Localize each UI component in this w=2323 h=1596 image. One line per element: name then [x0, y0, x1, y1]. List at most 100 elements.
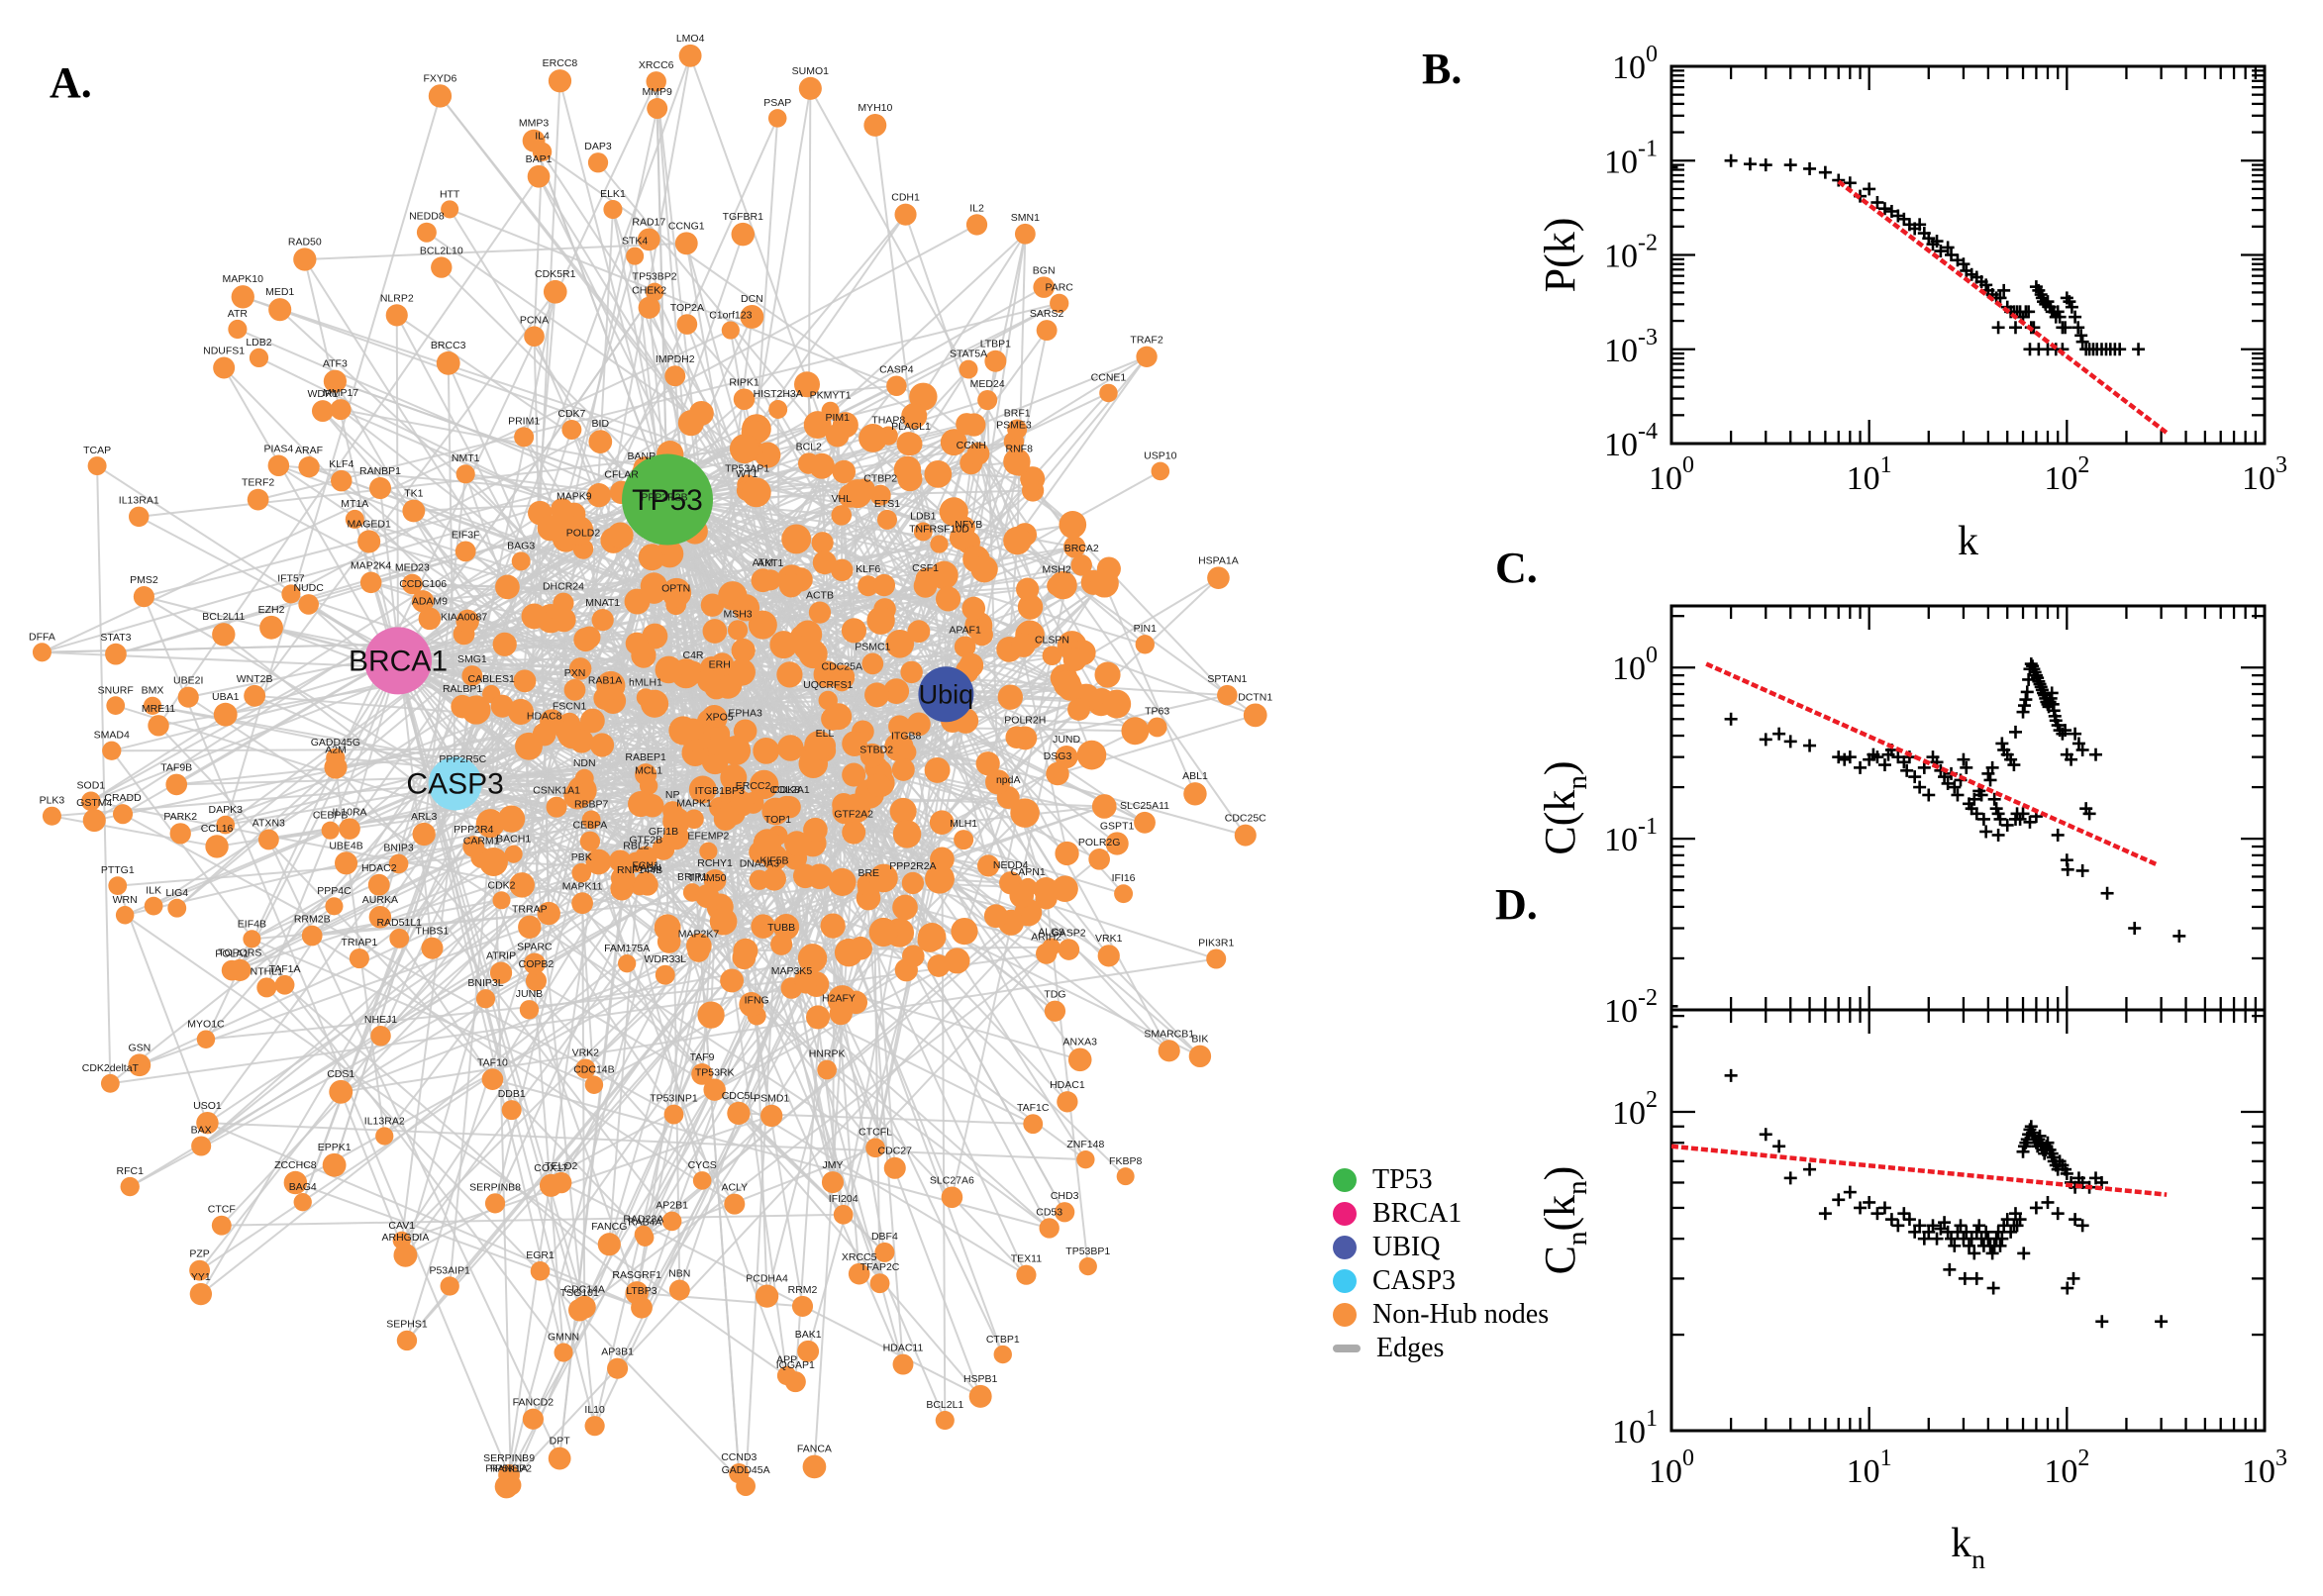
svg-text:PCNA: PCNA: [520, 314, 549, 326]
svg-text:PIP5K1A: PIP5K1A: [485, 1463, 528, 1475]
svg-text:TAF9B: TAF9B: [160, 762, 192, 774]
svg-text:VASN: VASN: [634, 862, 661, 874]
svg-text:STAT5A: STAT5A: [950, 349, 987, 360]
svg-text:ANXA3: ANXA3: [1062, 1037, 1097, 1048]
svg-text:PMS2: PMS2: [130, 574, 158, 586]
svg-text:AKT1: AKT1: [758, 557, 783, 569]
legend-label: Edges: [1376, 1332, 1445, 1363]
svg-text:RAD50: RAD50: [288, 236, 322, 248]
svg-text:GSTM4: GSTM4: [76, 797, 112, 809]
legend-item-tp53: TP53: [1333, 1163, 1549, 1195]
svg-text:P(k): P(k): [1536, 218, 1584, 293]
svg-text:ALG9: ALG9: [1038, 926, 1064, 938]
svg-text:RAD51L1: RAD51L1: [376, 917, 422, 929]
svg-text:TAF9: TAF9: [690, 1051, 715, 1063]
svg-text:NDN: NDN: [573, 757, 596, 769]
svg-text:CRADD: CRADD: [104, 792, 142, 804]
svg-text:EIF3F: EIF3F: [452, 530, 480, 542]
svg-text:FCN1: FCN1: [632, 859, 659, 871]
svg-text:SNURF: SNURF: [98, 684, 134, 696]
svg-text:BANP: BANP: [628, 450, 656, 462]
svg-text:NHEJ1: NHEJ1: [364, 1014, 397, 1026]
svg-text:HIST2H3A: HIST2H3A: [754, 388, 803, 400]
svg-text:10-2: 10-2: [1604, 231, 1658, 275]
svg-text:PLK3: PLK3: [40, 795, 65, 807]
svg-text:100: 100: [1612, 42, 1658, 86]
svg-text:EGR1: EGR1: [526, 1249, 555, 1261]
svg-text:RALBP1: RALBP1: [443, 683, 482, 695]
svg-text:UBE4B: UBE4B: [329, 840, 362, 851]
scatter-points: [1671, 657, 2186, 1010]
svg-text:PIAS4: PIAS4: [263, 444, 293, 455]
svg-text:BRCC3: BRCC3: [431, 340, 466, 351]
svg-text:ATXN3: ATXN3: [252, 818, 285, 830]
svg-text:CD53: CD53: [1036, 1206, 1062, 1218]
svg-text:IL10: IL10: [584, 1404, 605, 1416]
svg-text:k: k: [1958, 519, 1978, 564]
svg-text:POLR2H: POLR2H: [1004, 714, 1046, 726]
svg-text:BAX: BAX: [191, 1124, 212, 1136]
svg-text:NTHL1: NTHL1: [251, 965, 283, 977]
svg-text:MMP9: MMP9: [643, 86, 672, 98]
svg-text:STK4: STK4: [622, 236, 648, 248]
svg-text:LMO4: LMO4: [676, 33, 705, 45]
svg-text:DBF4: DBF4: [871, 1231, 898, 1243]
svg-text:SOD1: SOD1: [77, 780, 106, 792]
svg-text:MAPK9: MAPK9: [556, 491, 592, 503]
svg-text:KIAA0087: KIAA0087: [441, 611, 487, 623]
legend-item-nonhub: Non-Hub nodes: [1333, 1300, 1549, 1328]
svg-text:APP: APP: [776, 1354, 797, 1366]
svg-text:ERCC8: ERCC8: [543, 57, 578, 69]
svg-text:BGN: BGN: [1033, 264, 1056, 276]
svg-text:RAD17: RAD17: [632, 217, 665, 229]
svg-text:ERH: ERH: [709, 659, 731, 671]
svg-text:RASGRF1: RASGRF1: [612, 1269, 661, 1281]
svg-text:IL13RA1: IL13RA1: [119, 495, 159, 507]
svg-text:PSME3: PSME3: [996, 420, 1032, 432]
tp53-swatch-icon: [1333, 1167, 1357, 1192]
svg-text:PIN1: PIN1: [1134, 623, 1158, 635]
svg-text:101: 101: [1847, 1446, 1892, 1490]
legend-label: CASP3: [1372, 1264, 1457, 1296]
ubiq-swatch-icon: [1333, 1235, 1357, 1259]
svg-text:TK1: TK1: [404, 488, 423, 500]
svg-text:BCL2L10: BCL2L10: [420, 245, 463, 256]
svg-text:CEBPB: CEBPB: [313, 810, 349, 822]
svg-text:102: 102: [2044, 1446, 2089, 1490]
svg-text:UQCRFS1: UQCRFS1: [803, 679, 853, 691]
svg-text:RNF144B: RNF144B: [617, 864, 662, 876]
svg-text:SPTAN1: SPTAN1: [1207, 673, 1247, 685]
svg-text:FANCA: FANCA: [797, 1444, 832, 1455]
svg-text:CDC27: CDC27: [878, 1146, 913, 1157]
svg-text:CDK7: CDK7: [557, 408, 585, 420]
svg-text:GADD45A: GADD45A: [722, 1464, 770, 1476]
svg-text:TUBB: TUBB: [767, 922, 795, 934]
svg-text:EPPK1: EPPK1: [318, 1142, 352, 1153]
svg-text:GSN: GSN: [128, 1042, 151, 1053]
svg-text:CDC25A: CDC25A: [822, 661, 862, 673]
svg-text:GTF2A2: GTF2A2: [834, 809, 873, 821]
svg-text:UBA1: UBA1: [212, 691, 240, 703]
legend-label: BRCA1: [1372, 1197, 1463, 1229]
svg-text:DSG3: DSG3: [1044, 750, 1072, 762]
svg-text:IL13RA2: IL13RA2: [364, 1115, 405, 1127]
svg-text:CABLES1: CABLES1: [468, 673, 515, 685]
svg-text:SMN1: SMN1: [1011, 212, 1040, 224]
svg-text:USP10: USP10: [1144, 450, 1176, 462]
svg-text:PIK3R1: PIK3R1: [1198, 938, 1234, 949]
svg-text:10-2: 10-2: [1604, 985, 1658, 1030]
svg-text:NBN: NBN: [668, 1268, 690, 1280]
svg-text:ATR: ATR: [228, 308, 249, 320]
svg-text:SMAD4: SMAD4: [94, 730, 130, 742]
svg-text:KLF4: KLF4: [329, 458, 354, 470]
network-graph: TP53 BRCA1 Ubiq CASP3 MAGED1 DHCR24 CDC14A ARL3…: [29, 33, 1272, 1499]
casp3-swatch-icon: [1333, 1268, 1357, 1293]
svg-text:RIPK1: RIPK1: [729, 376, 759, 388]
svg-text:DNAJA3: DNAJA3: [740, 858, 779, 870]
svg-text:FANCG: FANCG: [591, 1221, 627, 1233]
brca1-swatch-icon: [1333, 1201, 1357, 1226]
legend-label: TP53: [1372, 1163, 1433, 1195]
svg-text:RNF8: RNF8: [1006, 443, 1034, 454]
svg-text:MED1: MED1: [265, 286, 294, 298]
